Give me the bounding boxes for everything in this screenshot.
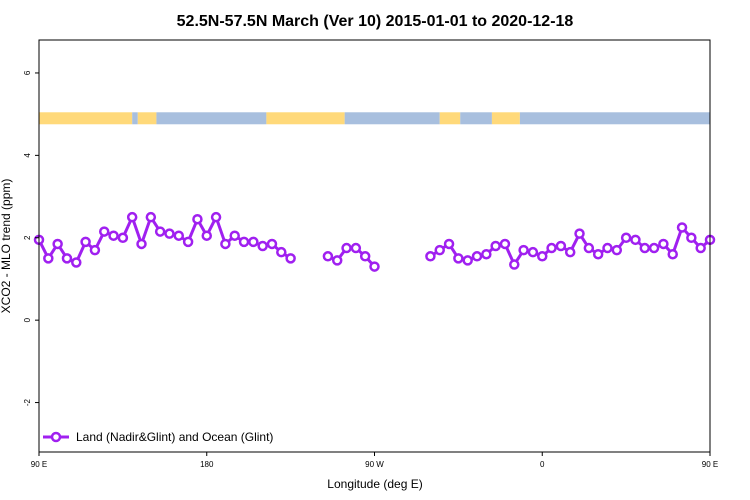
x-tick-label: 90 W	[365, 460, 384, 469]
data-point	[564, 246, 576, 258]
y-tick-label: 0	[23, 317, 32, 322]
data-point	[248, 236, 259, 248]
data-point	[117, 232, 129, 244]
data-point	[52, 238, 63, 250]
series-group	[33, 211, 716, 272]
data-point	[266, 238, 278, 250]
legend-label: Land (Nadir&Glint) and Ocean (Glint)	[76, 430, 273, 444]
x-axis-label: Longitude (deg E)	[327, 477, 422, 491]
data-point	[611, 244, 623, 256]
x-tick-label: 0	[540, 460, 545, 469]
data-point	[173, 230, 185, 241]
data-point	[555, 240, 567, 252]
x-tick-label: 90 E	[702, 460, 718, 469]
data-point	[481, 248, 492, 260]
data-point	[89, 244, 101, 256]
data-point	[229, 230, 240, 241]
legend-marker	[50, 431, 62, 443]
x-tick-label: 90 E	[31, 460, 47, 469]
data-point	[509, 259, 520, 270]
data-point	[154, 226, 166, 237]
y-axis: -2 0 2 4 6	[23, 70, 39, 406]
data-point	[425, 251, 436, 262]
data-point	[201, 230, 212, 241]
data-point	[648, 242, 660, 254]
data-point	[80, 236, 91, 248]
data-point	[369, 261, 380, 272]
data-point	[518, 244, 529, 256]
y-tick-label: 2	[23, 235, 32, 240]
data-point	[350, 242, 362, 254]
surface-land-segment	[491, 112, 520, 125]
data-point	[276, 246, 287, 258]
data-point	[210, 211, 222, 223]
data-point	[126, 211, 138, 223]
data-point	[499, 238, 511, 250]
surface-ocean-segment	[344, 112, 440, 125]
data-point	[471, 251, 483, 262]
y-tick-label: 6	[23, 70, 32, 75]
surface-land-segment	[39, 112, 133, 125]
data-point	[574, 228, 585, 239]
chart-title: 52.5N-57.5N March (Ver 10) 2015-01-01 to…	[177, 13, 574, 30]
data-point	[546, 242, 557, 254]
data-point	[43, 253, 54, 264]
data-point	[220, 238, 231, 250]
data-point	[639, 242, 651, 254]
data-point	[285, 253, 296, 264]
data-point	[98, 226, 110, 237]
data-point	[630, 234, 641, 246]
data-point	[257, 240, 268, 252]
data-point	[182, 236, 194, 248]
surface-type-strip	[39, 112, 710, 125]
x-tick-label: 180	[200, 460, 214, 469]
data-point	[527, 246, 539, 258]
data-point	[462, 255, 473, 266]
data-point	[145, 211, 157, 223]
x-axis: 90 E 180 90 W 0 90 E	[31, 452, 718, 469]
surface-land-segment	[266, 112, 345, 125]
data-point	[192, 213, 203, 225]
data-point	[658, 238, 669, 250]
data-point	[164, 228, 175, 239]
data-point	[676, 222, 688, 233]
data-point	[602, 242, 613, 254]
y-axis-label: XCO2 - MLO trend (ppm)	[0, 179, 13, 314]
surface-ocean-segment	[156, 112, 267, 125]
data-point	[583, 242, 595, 254]
data-point	[359, 251, 371, 262]
surface-ocean-segment	[460, 112, 492, 125]
surface-ocean-segment	[519, 112, 710, 125]
data-point	[695, 242, 706, 254]
y-tick-label: 4	[23, 153, 32, 158]
data-point	[434, 244, 445, 256]
surface-ocean-segment	[132, 112, 138, 125]
data-point	[443, 238, 455, 250]
legend: Land (Nadir&Glint) and Ocean (Glint)	[43, 430, 273, 444]
data-point	[686, 232, 697, 244]
data-point	[490, 240, 501, 252]
data-point	[136, 238, 147, 250]
surface-land-segment	[439, 112, 461, 125]
data-point	[331, 255, 343, 266]
surface-land-segment	[137, 112, 157, 125]
data-point	[667, 248, 678, 260]
data-point	[238, 236, 250, 248]
data-point	[620, 232, 632, 244]
y-tick-label: -2	[23, 398, 32, 406]
data-point	[71, 257, 82, 268]
data-point	[592, 248, 604, 260]
data-point	[341, 242, 352, 254]
data-point	[537, 251, 548, 262]
data-point	[322, 251, 334, 262]
data-point	[61, 253, 73, 264]
data-point	[108, 230, 119, 241]
data-point	[453, 253, 464, 264]
